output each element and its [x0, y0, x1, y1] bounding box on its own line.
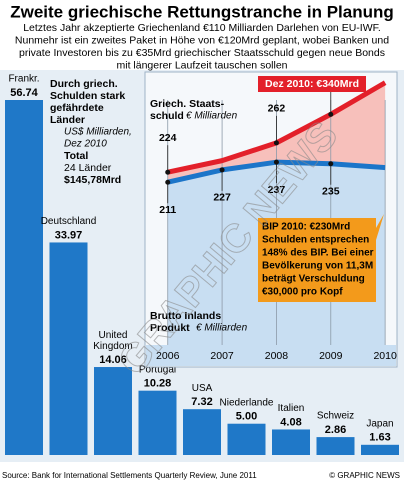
value-label: 33.97	[55, 229, 83, 241]
bar	[138, 390, 177, 455]
series-name: Brutto Inlands	[150, 310, 221, 322]
source: Source: Bank for International Settlemen…	[2, 471, 257, 480]
data-label: 211	[159, 204, 176, 216]
title: Zweite griechische Rettungstranche in Pl…	[10, 2, 394, 21]
note-heading: Durch griech.	[50, 78, 118, 90]
bar	[49, 242, 88, 455]
point	[273, 159, 279, 165]
bar	[5, 100, 43, 455]
value-label: 7.32	[191, 396, 212, 408]
bar	[183, 409, 221, 455]
subtitle-line: mit längerer Laufzeit tauschen sollen	[116, 59, 287, 71]
data-label: 237	[268, 184, 286, 196]
note-heading: Schulden stark	[50, 90, 125, 102]
value-label: 4.08	[280, 416, 301, 428]
subtitle-line: Nunmehr ist ein zweites Paket in Höhe vo…	[15, 34, 389, 46]
value-label: 1.63	[369, 432, 390, 444]
series-name: Produkt	[150, 322, 190, 334]
series-name: Griech. Staats-	[150, 98, 225, 110]
end-label: Dez 2010: €340Mrd	[265, 78, 359, 90]
category-label: Schweiz	[317, 411, 354, 422]
info-text: Bevölkerung von 11,3M	[262, 261, 373, 272]
subtitle-line: Letztes Jahr akzeptierte Griechenland €1…	[23, 22, 381, 34]
data-label: 235	[322, 185, 340, 197]
x-tick-label: 2009	[319, 350, 343, 362]
point	[165, 169, 171, 175]
point	[328, 111, 334, 117]
credit: © GRAPHIC NEWS	[329, 471, 400, 480]
point	[328, 161, 334, 167]
note-total: Total	[64, 150, 88, 162]
data-label: 227	[213, 192, 231, 204]
bar	[316, 437, 355, 455]
point	[219, 167, 225, 173]
category-label: Italien	[278, 403, 305, 414]
bar	[227, 423, 266, 455]
category-label: Frankr.	[8, 74, 39, 85]
bar	[94, 367, 132, 455]
info-text: €30,000 pro Kopf	[262, 287, 343, 298]
x-tick-label: 2008	[265, 350, 289, 362]
category-label: Portugal	[139, 364, 176, 375]
series-name: schuld	[150, 110, 184, 122]
value-label: 56.74	[10, 87, 38, 99]
value-label: 2.86	[325, 424, 346, 436]
x-tick-label: 2007	[210, 350, 234, 362]
point	[165, 179, 171, 185]
category-label: Japan	[366, 418, 393, 429]
info-text: Schulden entsprechen	[262, 235, 369, 246]
value-label: 14.06	[99, 354, 127, 366]
note-unit: US$ Milliarden,	[64, 127, 132, 138]
x-tick-label: 2006	[156, 350, 180, 362]
note-heading: Länder	[50, 114, 85, 126]
category-label: Deutschland	[41, 216, 97, 227]
category-label: United Kingdom	[93, 330, 132, 352]
data-label: 224	[159, 132, 177, 144]
info-box	[258, 218, 376, 302]
note-total: 24 Länder	[64, 162, 112, 174]
note-heading: gefährdete	[50, 102, 104, 114]
value-label: 5.00	[236, 411, 257, 423]
category-label: Niederlande	[220, 397, 274, 408]
info-text: 148% des BIP. Bei einer	[262, 248, 374, 259]
info-text: BIP 2010: €230Mrd	[262, 222, 350, 233]
category-label: USA	[192, 383, 213, 394]
subtitle-line: private Investoren bis zu €35Mrd griechi…	[19, 47, 385, 59]
end-label-box	[258, 76, 366, 92]
value-label: 10.28	[144, 378, 172, 390]
bar	[272, 429, 310, 455]
bar	[361, 444, 399, 455]
note-total: $145,78Mrd	[64, 174, 121, 186]
point	[273, 140, 279, 146]
gdp-area-base	[146, 345, 396, 366]
series-unit: € Milliarden	[196, 323, 248, 334]
series-unit: € Milliarden	[186, 111, 238, 122]
info-text: beträgt Verschuldung	[262, 274, 365, 285]
data-label: 262	[268, 103, 286, 115]
note-unit: Dez 2010	[64, 139, 107, 150]
info-box-pointer	[376, 214, 384, 240]
x-tick-label: 2010	[373, 350, 397, 362]
